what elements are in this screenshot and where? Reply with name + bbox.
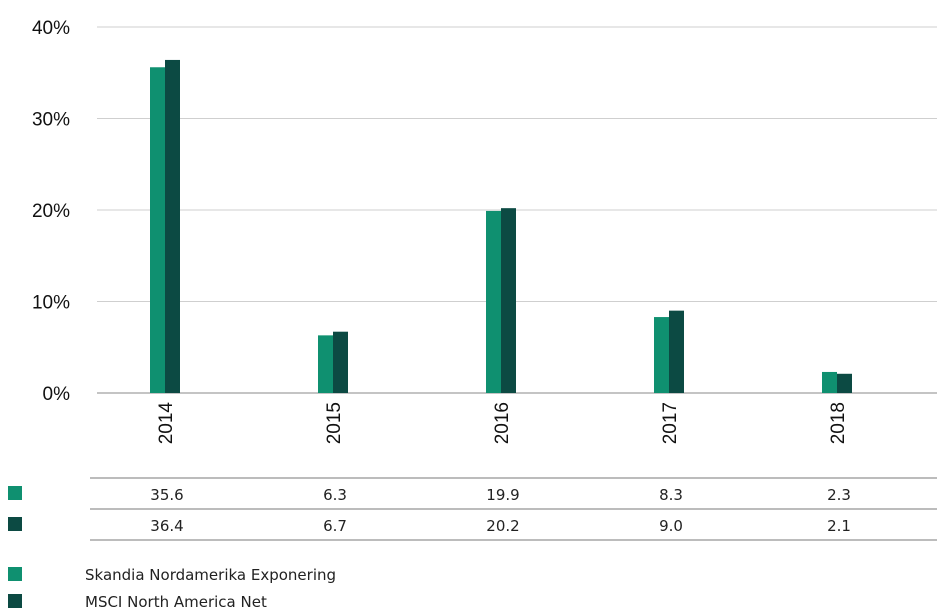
grid-lines xyxy=(97,26,937,394)
table-cell: 19.9 xyxy=(486,486,519,504)
x-tick-label: 2017 xyxy=(660,402,681,444)
legend-label: Skandia Nordamerika Exponering xyxy=(85,566,336,584)
table-cell: 9.0 xyxy=(659,517,683,535)
bar-msci-2014 xyxy=(165,59,180,393)
x-axis-ticks: 2014 2015 2016 2017 2018 xyxy=(156,402,849,445)
bar-skandia-2016 xyxy=(486,210,501,393)
y-tick-label: 0% xyxy=(43,384,71,405)
bar-msci-2018 xyxy=(837,373,852,393)
data-table: 35.6 6.3 19.9 8.3 2.3 36.4 6.7 20.2 9.0 2.1 xyxy=(8,477,937,541)
table-cell: 20.2 xyxy=(486,517,519,535)
y-tick-label: 20% xyxy=(32,201,70,222)
y-axis-ticks: 0% 10% 20% 30% 40% xyxy=(32,18,70,405)
x-tick-label: 2014 xyxy=(156,402,177,445)
table-cell: 6.7 xyxy=(323,517,347,535)
bars xyxy=(150,59,852,393)
x-tick-label: 2018 xyxy=(828,402,849,444)
table-row-swatch xyxy=(8,517,22,531)
table-row-swatch xyxy=(8,486,22,500)
legend-swatch xyxy=(8,567,22,581)
bar-skandia-2014 xyxy=(150,67,165,393)
x-tick-label: 2015 xyxy=(324,402,345,444)
y-tick-label: 30% xyxy=(32,110,70,131)
y-tick-label: 10% xyxy=(32,293,70,314)
legend-swatch xyxy=(8,594,22,608)
legend-label: MSCI North America Net xyxy=(85,593,267,610)
bar-msci-2015 xyxy=(333,331,348,393)
bar-skandia-2017 xyxy=(654,317,669,393)
legend: Skandia Nordamerika Exponering MSCI North… xyxy=(8,566,336,610)
table-cell: 2.1 xyxy=(827,517,851,535)
bar-msci-2017 xyxy=(669,310,684,393)
table-cell: 6.3 xyxy=(323,486,347,504)
table-cell: 2.3 xyxy=(827,486,851,504)
bar-skandia-2018 xyxy=(822,371,837,393)
bar-msci-2016 xyxy=(501,208,516,393)
x-tick-label: 2016 xyxy=(492,402,513,444)
bar-skandia-2015 xyxy=(318,335,333,393)
table-cell: 35.6 xyxy=(150,486,183,504)
table-cell: 36.4 xyxy=(150,517,183,535)
table-cell: 8.3 xyxy=(659,486,683,504)
y-tick-label: 40% xyxy=(32,18,70,39)
